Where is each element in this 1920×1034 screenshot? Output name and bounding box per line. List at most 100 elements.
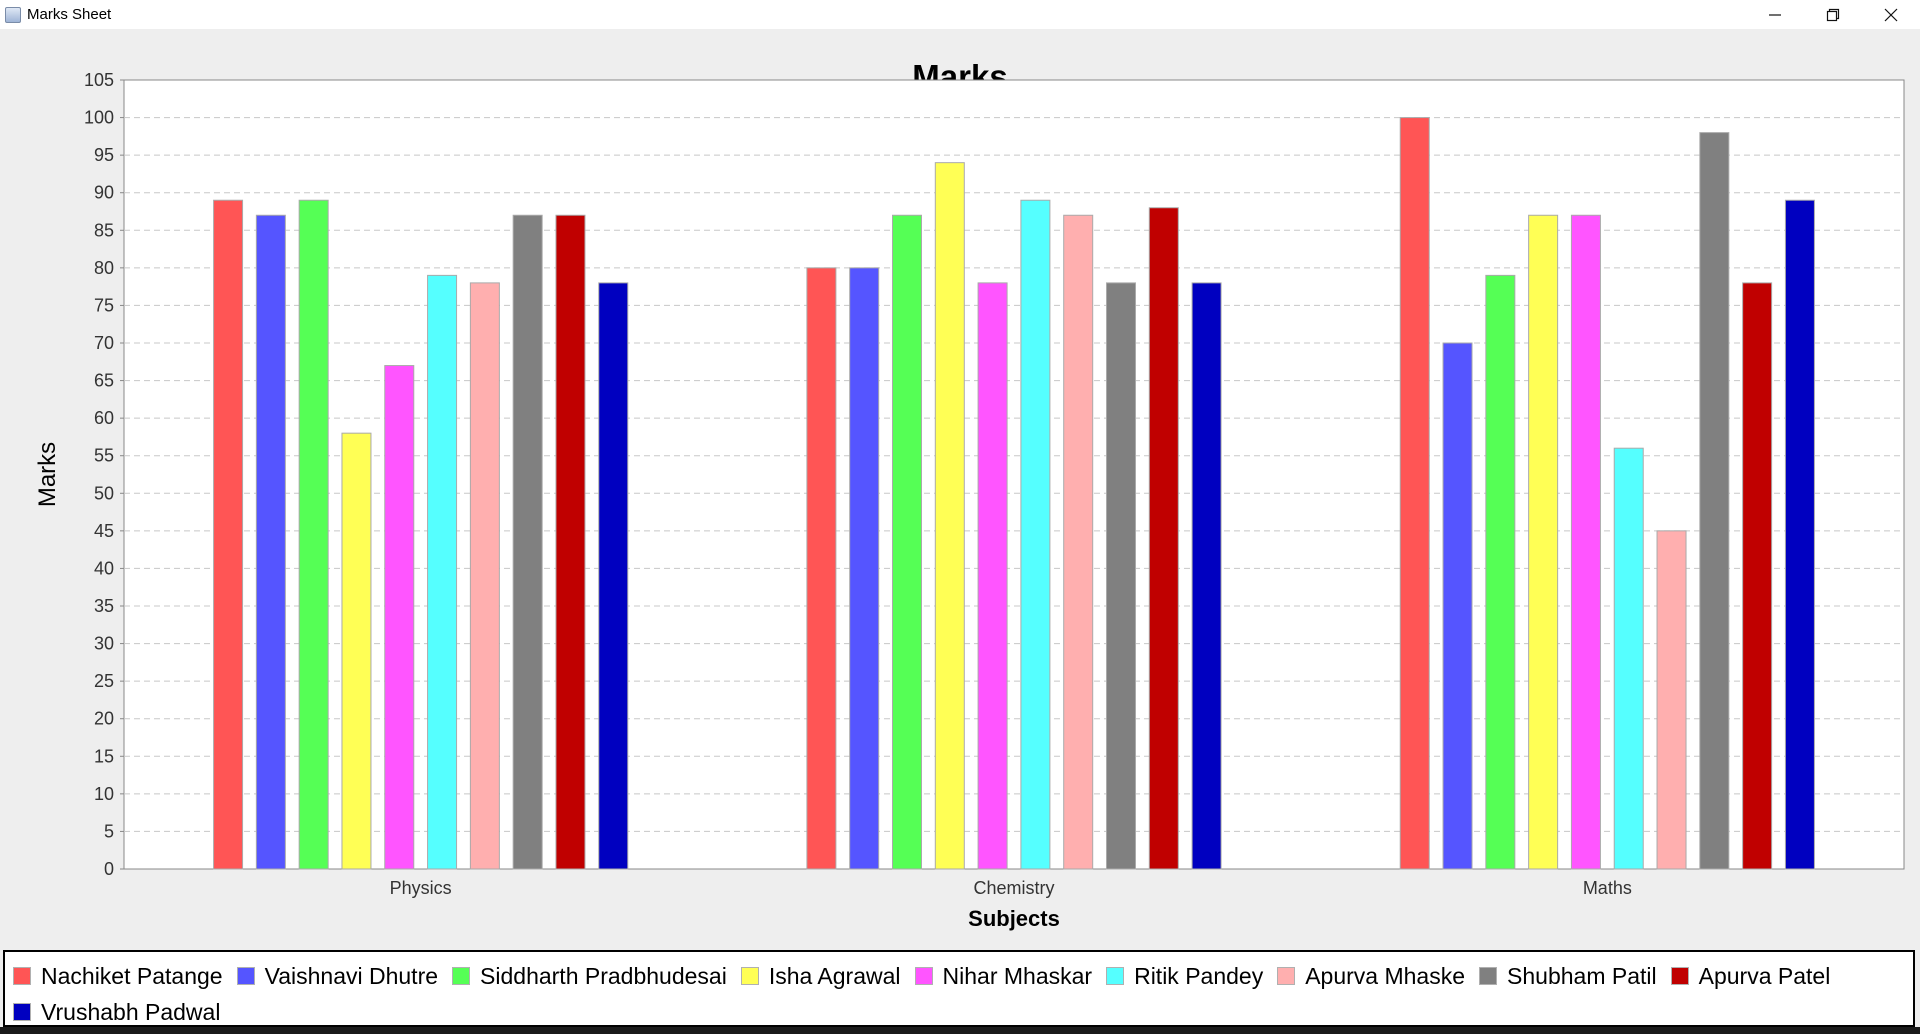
y-tick-label: 25	[94, 671, 114, 691]
legend-label: Ritik Pandey	[1134, 962, 1264, 989]
legend-item: Apurva Mhaske	[1277, 958, 1465, 994]
y-tick-label: 95	[94, 145, 114, 165]
y-tick-label: 45	[94, 521, 114, 541]
bar	[1784, 199, 1815, 870]
y-tick-label: 40	[94, 558, 114, 578]
bar	[555, 214, 586, 870]
taskbar-edge	[0, 1027, 1920, 1034]
y-tick-label: 90	[94, 183, 114, 203]
y-tick-label: 105	[84, 70, 114, 90]
close-button[interactable]	[1862, 0, 1920, 29]
x-axis-title: Subjects	[968, 906, 1060, 931]
legend-swatch	[236, 967, 255, 985]
y-tick-label: 55	[94, 446, 114, 466]
legend-swatch	[13, 1003, 31, 1021]
bar	[255, 214, 286, 870]
bar	[384, 365, 415, 870]
legend-swatch	[1479, 967, 1498, 985]
legend-label: Siddharth Pradbhudesai	[480, 962, 727, 989]
y-tick-label: 0	[104, 859, 114, 879]
chart-legend: Nachiket Patange Vaishnavi Dhutre Siddhart…	[3, 950, 1915, 1027]
legend-item: Nihar Mhaskar	[914, 958, 1093, 994]
bar	[892, 214, 922, 870]
legend-item: Siddharth Pradbhudesai	[452, 958, 727, 994]
plot-area	[123, 79, 1905, 870]
bar	[1442, 342, 1473, 870]
y-tick-label: 70	[94, 333, 114, 353]
legend-swatch	[740, 967, 759, 985]
window-title: Marks Sheet	[27, 6, 112, 23]
bar	[213, 199, 244, 870]
bar	[1613, 447, 1644, 870]
legend-item: Vaishnavi Dhutre	[236, 958, 439, 994]
legend-label: Nihar Mhaskar	[942, 962, 1093, 989]
restore-button[interactable]	[1804, 0, 1862, 29]
bar	[1148, 207, 1179, 870]
legend-item: Shubham Patil	[1479, 958, 1657, 994]
y-tick-label: 60	[94, 408, 114, 428]
legend-label: Vrushabh Padwal	[41, 998, 221, 1025]
legend-label: Isha Agrawal	[768, 962, 901, 989]
y-tick-label: 100	[84, 108, 114, 128]
bar	[469, 282, 500, 870]
bar	[512, 214, 543, 870]
bar	[977, 282, 1008, 870]
legend-item: Vrushabh Padwal	[13, 994, 220, 1030]
y-tick-label: 15	[94, 746, 114, 766]
bar	[1020, 199, 1051, 870]
bar	[427, 274, 458, 870]
bar	[934, 162, 965, 870]
bar	[1063, 214, 1094, 870]
y-tick-label: 30	[94, 634, 114, 654]
bar	[598, 282, 629, 870]
y-tick-label: 20	[94, 709, 114, 729]
x-tick-label: Physics	[390, 878, 452, 898]
y-tick-label: 75	[94, 295, 114, 315]
window-controls	[1746, 0, 1920, 29]
bar	[806, 267, 837, 870]
bar	[1742, 282, 1773, 870]
bar-chart: 0 5 10 15 20 25 30 35 40 45 50 55 60 65 70 75 80 85 90 95 10…	[34, 70, 1905, 931]
legend-label: Vaishnavi Dhutre	[264, 962, 439, 989]
bar	[849, 267, 880, 870]
legend-swatch	[1670, 967, 1689, 985]
legend-label: Shubham Patil	[1507, 962, 1657, 989]
bar	[1528, 214, 1559, 870]
bar	[341, 432, 372, 870]
y-tick-label: 65	[94, 371, 114, 391]
chart-panel: Marks 0 5 10 15 20 25 30 35 40 45 50 55 60 65 70 75 80 85…	[0, 29, 1920, 946]
y-tick-label: 85	[94, 220, 114, 240]
bar	[1485, 274, 1516, 870]
x-tick-label: Chemistry	[973, 878, 1054, 898]
legend-swatch	[914, 967, 933, 985]
legend-item: Nachiket Patange	[13, 958, 223, 994]
legend-swatch	[1106, 967, 1125, 985]
legend-swatch	[1277, 967, 1296, 985]
restore-icon	[1826, 8, 1840, 21]
x-tick-label: Maths	[1583, 878, 1632, 898]
close-icon	[1884, 8, 1898, 21]
bar	[1570, 214, 1601, 870]
bar	[1399, 117, 1430, 870]
bar	[1656, 530, 1687, 870]
legend-item: Apurva Patel	[1670, 958, 1831, 994]
minimize-icon	[1769, 13, 1781, 16]
y-tick-label: 35	[94, 596, 114, 616]
legend-label: Apurva Patel	[1698, 962, 1831, 989]
title-bar: Marks Sheet	[0, 0, 1920, 29]
y-tick-label: 5	[104, 821, 114, 841]
legend-swatch	[13, 967, 31, 985]
legend-label: Nachiket Patange	[41, 962, 223, 989]
y-tick-label: 80	[94, 258, 114, 278]
legend-label: Apurva Mhaske	[1305, 962, 1466, 989]
bar	[1106, 282, 1136, 870]
legend-item: Ritik Pandey	[1106, 958, 1263, 994]
y-axis-title: Marks	[34, 442, 61, 507]
legend-item: Isha Agrawal	[740, 958, 901, 994]
bar	[298, 199, 329, 870]
bar	[1699, 132, 1730, 870]
minimize-button[interactable]	[1746, 0, 1804, 29]
app-icon	[5, 6, 21, 23]
y-tick-label: 50	[94, 483, 114, 503]
legend-swatch	[452, 967, 471, 985]
